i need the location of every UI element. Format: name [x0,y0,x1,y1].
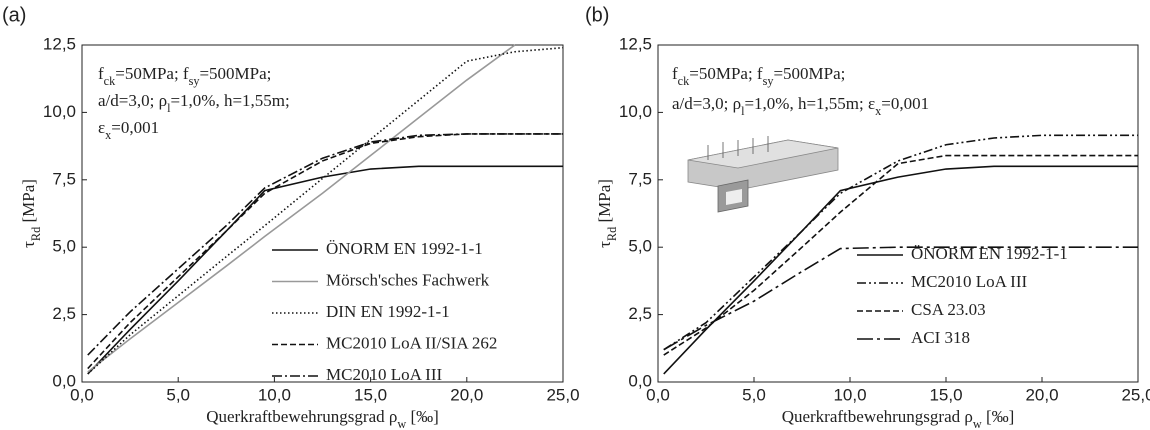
text-segment: w [397,417,406,430]
text-segment: ck [678,74,690,88]
text-segment: =1,0%, h=1,55m; [170,91,289,110]
annotation: fck=50MPa; fsy=500MPa; [672,64,845,88]
text-segment: Querkraftbewehrungsgrad ρ [206,407,397,426]
text-segment: Querkraftbewehrungsgrad ρ [782,407,973,426]
text-segment: [‰] [982,407,1015,426]
text-segment: w [973,417,982,430]
x-tick-label: 15,0 [929,385,962,404]
text-segment: =50MPa; f [689,64,763,83]
x-tick-label: 15,0 [354,385,387,404]
legend-label: MC2010 LoA III [326,365,443,384]
text-segment: =1,0%, h=1,55m; ε [744,94,875,113]
text-segment: =500MPa; [199,64,271,83]
panel-label: (a) [2,4,26,26]
annotation: a/d=3,0; ρl=1,0%, h=1,55m; εx=0,001 [672,94,929,118]
text-segment: a/d=3,0; ρ [98,91,167,110]
panel-label: (b) [585,4,609,26]
x-tick-label: 20,0 [450,385,483,404]
x-tick-label: 0,0 [70,385,94,404]
text-segment: =0,001 [111,118,159,137]
text-segment: ck [104,74,116,88]
x-axis-label: Querkraftbewehrungsgrad ρw [‰] [206,407,439,430]
x-tick-label: 10,0 [258,385,291,404]
x-tick-label: 0,0 [646,385,670,404]
legend-label: MC2010 LoA II/SIA 262 [326,333,497,352]
x-tick-label: 25,0 [1121,385,1150,404]
y-tick-label: 7,5 [628,169,652,188]
y-axis-label: τRd [MPa] [19,179,43,248]
x-tick-label: 5,0 [166,385,190,404]
y-tick-label: 5,0 [52,237,76,256]
chart: (a) 0,0 2,5 5,0 7,5 10,0 12,5 0,0 5,0 10,0 15,0 20,… [0,0,1150,430]
text-segment: Rd [29,227,43,241]
annotation: εx=0,001 [98,118,159,142]
inset-illustration [688,136,838,212]
text-segment: [‰] [406,407,439,426]
text-segment: a/d=3,0; ρ [672,94,741,113]
text-segment: =0,001 [881,94,929,113]
annotation: a/d=3,0; ρl=1,0%, h=1,55m; [98,91,290,115]
legend-label: MC2010 LoA III [911,272,1028,291]
text-segment: ε [98,118,105,137]
legend-label: DIN EN 1992-1-1 [326,302,450,321]
legend-label: ACI 318 [911,328,970,347]
y-tick-label: 5,0 [628,237,652,256]
y-tick-label: 12,5 [43,34,76,53]
y-tick-label: 12,5 [619,34,652,53]
legend-label: CSA 23.03 [911,300,986,319]
y-tick-label: 2,5 [628,304,652,323]
x-axis-label: Querkraftbewehrungsgrad ρw [‰] [782,407,1015,430]
y-tick-label: 7,5 [52,169,76,188]
y-axis-label: τRd [MPa] [595,179,619,248]
y-tick-label: 10,0 [43,102,76,121]
legend-label: ÖNORM EN 1992-1-1 [326,239,483,258]
y-tick-label: 2,5 [52,304,76,323]
text-segment: =500MPa; [773,64,845,83]
legend-label: Mörsch'sches Fachwerk [326,270,490,289]
x-tick-label: 5,0 [742,385,766,404]
x-tick-label: 10,0 [833,385,866,404]
x-tick-label: 25,0 [546,385,579,404]
x-tick-label: 20,0 [1025,385,1058,404]
text-segment: =50MPa; f [115,64,189,83]
y-tick-label: 10,0 [619,102,652,121]
text-segment: [MPa] [595,179,614,227]
text-segment: [MPa] [19,179,38,227]
annotation: fck=50MPa; fsy=500MPa; [98,64,271,88]
text-segment: Rd [605,227,619,241]
